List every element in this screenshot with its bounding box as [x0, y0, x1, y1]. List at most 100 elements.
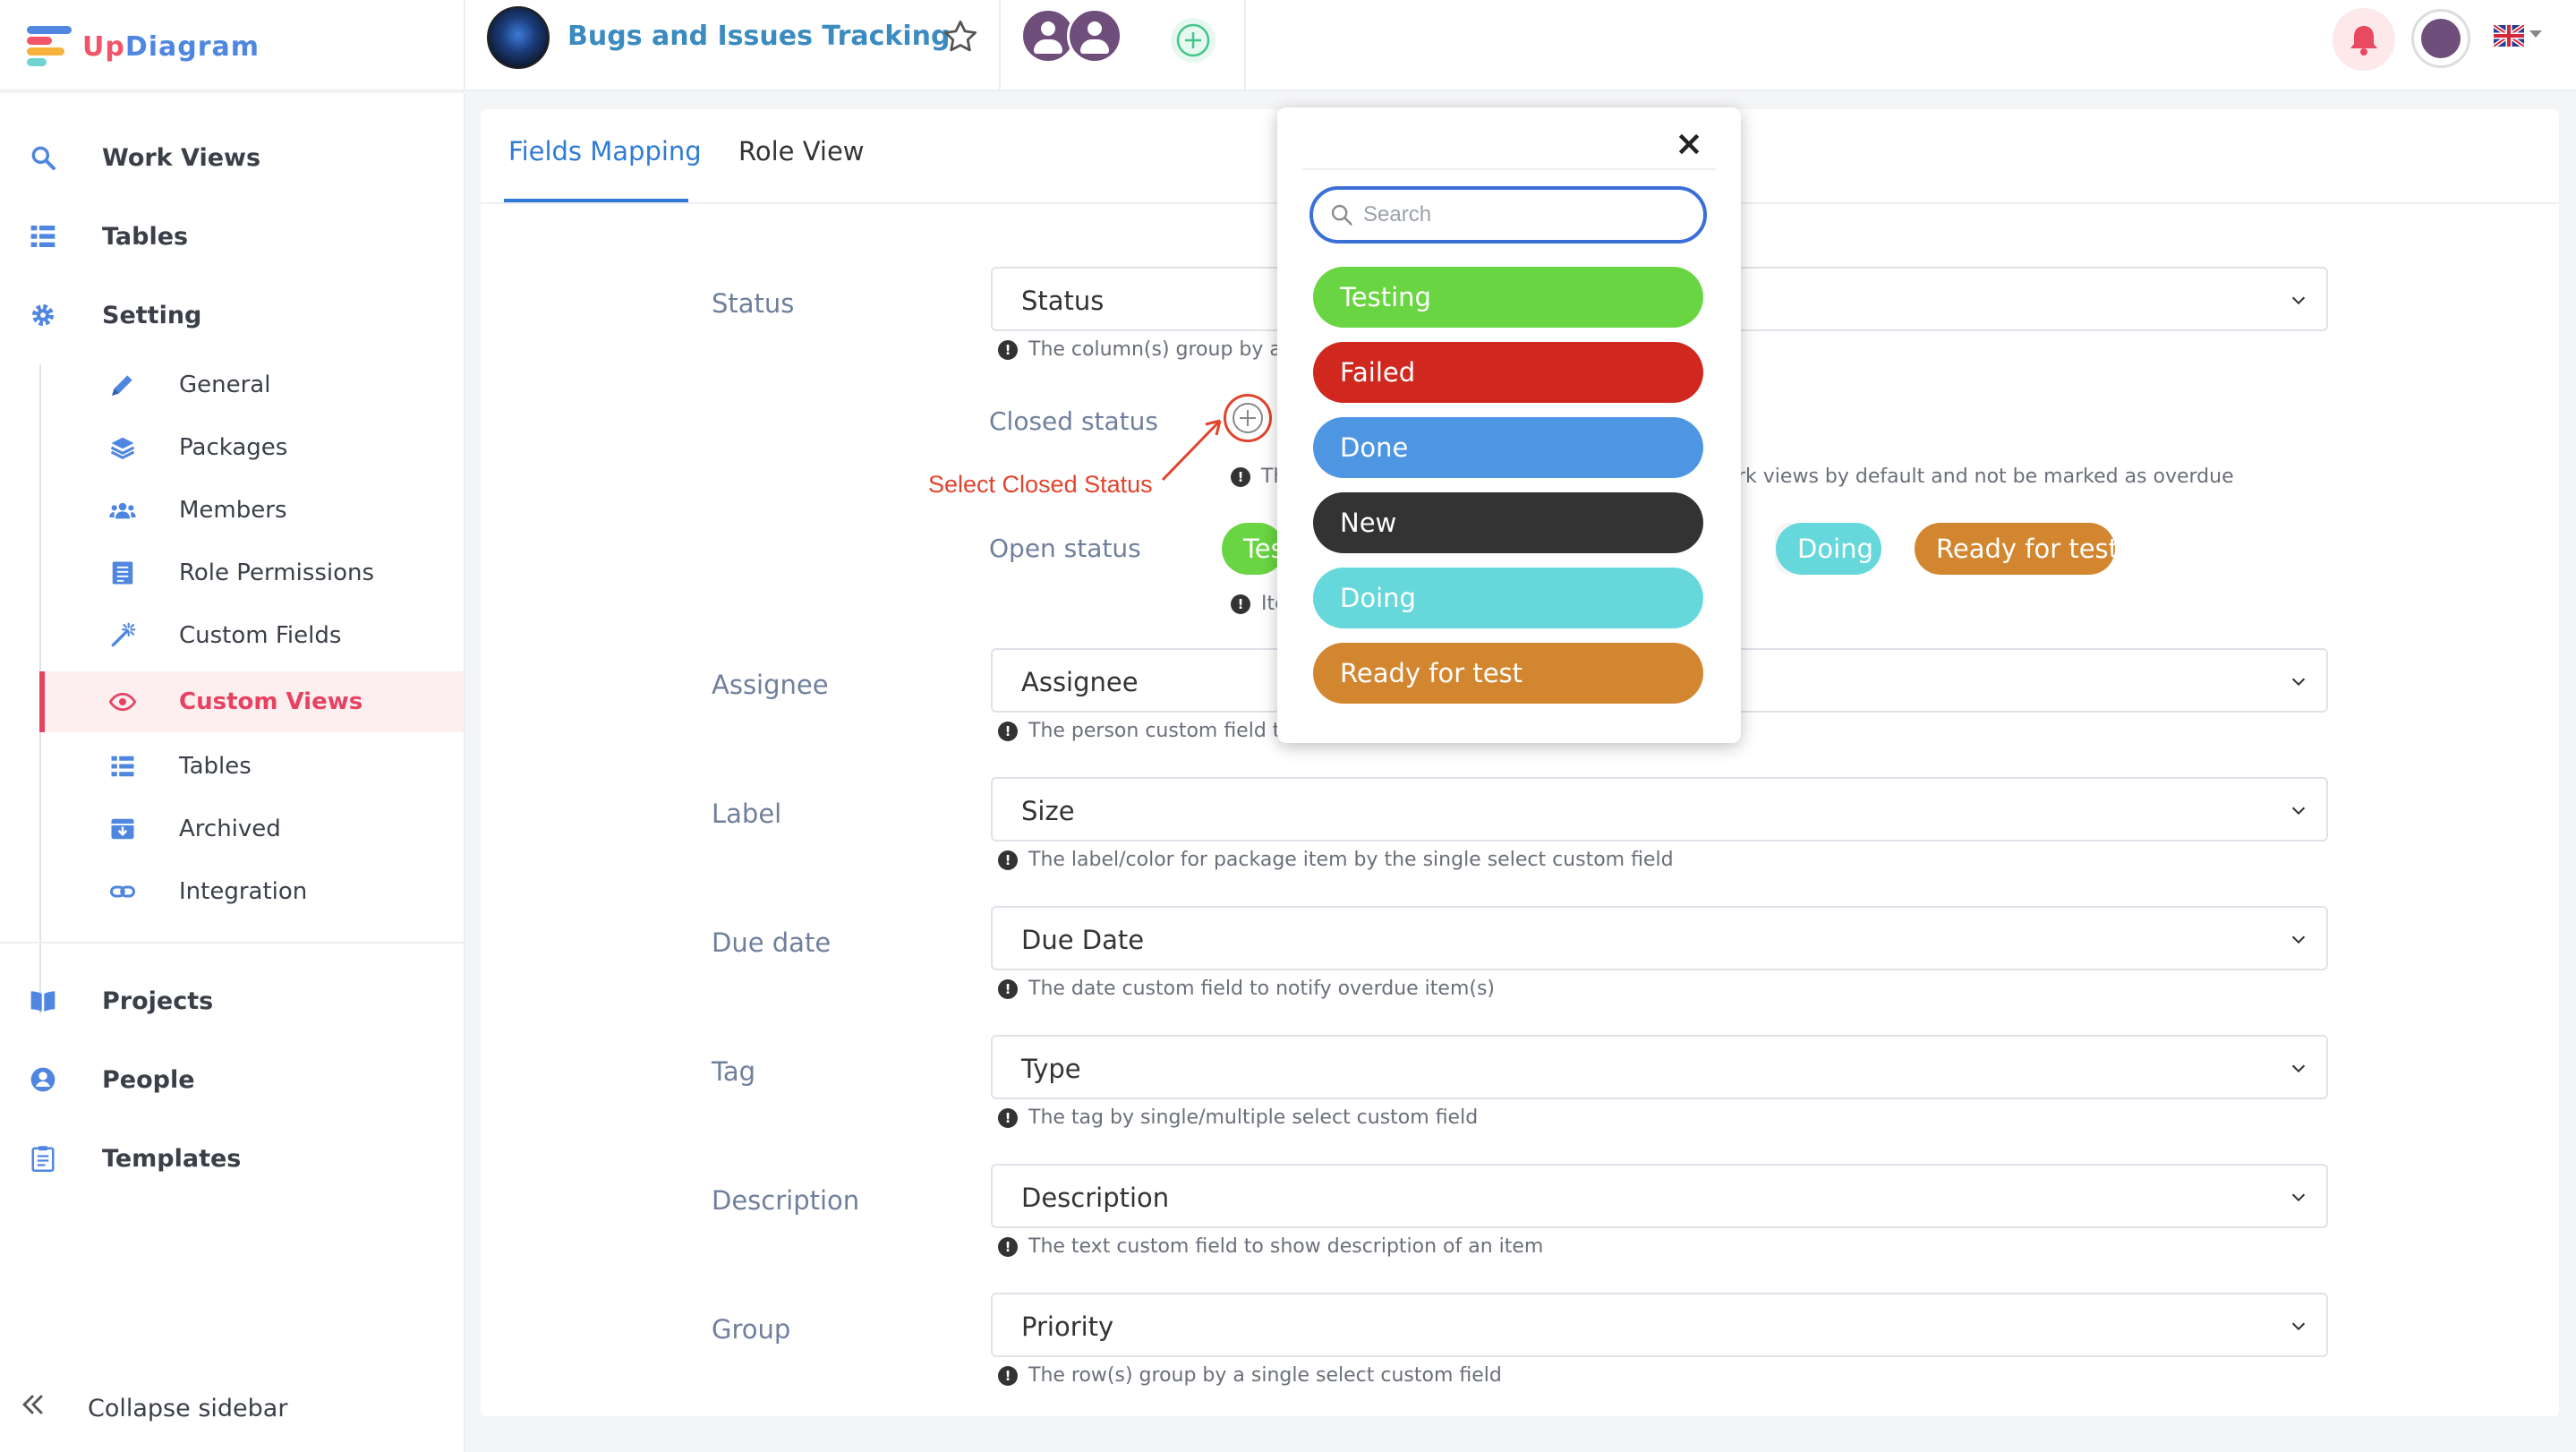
info-exclamation-icon: !	[998, 721, 1018, 741]
sidebar-item-templates[interactable]: Templates	[0, 1126, 464, 1191]
assignee-hint-text: The person custom field to s	[1028, 720, 1309, 742]
chevron-down-icon	[2291, 1064, 2306, 1073]
due-date-select[interactable]: Due Date	[991, 906, 2328, 970]
search-input[interactable]	[1363, 199, 1685, 231]
tab-fields-mapping[interactable]: Fields Mapping	[508, 136, 702, 167]
group-select[interactable]: Priority	[991, 1293, 2328, 1357]
search-icon	[1331, 204, 1352, 226]
due-date-label: Due date	[712, 927, 832, 958]
sidebar-subitem-general[interactable]: General	[41, 354, 464, 415]
language-flag-icon[interactable]	[2494, 25, 2524, 47]
status-option-new[interactable]: New	[1313, 492, 1703, 553]
assignee-select-value: Assignee	[1021, 667, 1139, 697]
closed-status-hint-suffix: rk views by default and not be marked as…	[1737, 465, 2234, 488]
project-avatar[interactable]	[487, 6, 550, 69]
collapse-sidebar-button[interactable]: Collapse sidebar	[0, 1377, 464, 1439]
tag-select[interactable]: Type	[991, 1035, 2328, 1099]
select-closed-status-annotation: Select Closed Status	[928, 471, 1153, 498]
sidebar-subitem-label: Role Permissions	[179, 559, 375, 586]
description-select[interactable]: Description	[991, 1164, 2328, 1228]
annotation-arrow-icon	[1161, 419, 1222, 482]
status-option-ready-for-test[interactable]: Ready for test	[1313, 643, 1703, 704]
close-icon[interactable]: ×	[1675, 124, 1703, 163]
open-status-chip-doing[interactable]: Doing	[1776, 523, 1881, 575]
user-avatar[interactable]	[2411, 9, 2470, 68]
chevron-down-icon	[2291, 807, 2306, 816]
sidebar-item-setting[interactable]: Setting	[0, 283, 464, 347]
tab-role-view[interactable]: Role View	[738, 136, 865, 167]
member-avatar[interactable]	[1067, 8, 1122, 64]
search-icon	[27, 141, 59, 174]
layers-icon	[107, 432, 138, 463]
open-status-chip-ready-for-test[interactable]: Ready for test	[1915, 523, 2115, 575]
sidebar-subitem-tables[interactable]: Tables	[41, 736, 464, 797]
sidebar-item-work-views[interactable]: Work Views	[0, 125, 464, 190]
add-member-button[interactable]	[1171, 18, 1215, 63]
group-hint-text: The row(s) group by a single select cust…	[1028, 1364, 1502, 1387]
status-option-testing[interactable]: Testing	[1313, 267, 1703, 328]
sidebar-item-projects[interactable]: Projects	[0, 969, 464, 1033]
sidebar-item-tables[interactable]: Tables	[0, 204, 464, 269]
users-icon	[107, 495, 138, 525]
logo-mark-icon	[27, 26, 73, 67]
topbar-divider	[1244, 0, 1246, 91]
app-logo[interactable]: UpDiagram	[27, 20, 260, 73]
app-name-suffix: Diagram	[124, 30, 260, 63]
notification-bell-icon[interactable]	[2333, 8, 2395, 71]
sidebar-subitem-custom-views[interactable]: Custom Views	[39, 671, 464, 732]
sidebar-item-label: Tables	[102, 222, 189, 251]
closed-status-popover: × Testing Failed Done New Doing Ready fo…	[1277, 107, 1741, 743]
clipboard-icon	[27, 1142, 59, 1174]
label-hint-text: The label/color for package item by the …	[1028, 849, 1674, 871]
popover-search-box[interactable]	[1309, 186, 1707, 243]
project-title[interactable]: Bugs and Issues Tracking	[567, 21, 951, 52]
project-members[interactable]	[1020, 8, 1131, 67]
status-hint: ! The column(s) group by a si	[998, 338, 1303, 361]
add-closed-status-button[interactable]	[1224, 394, 1272, 442]
sidebar-divider	[0, 942, 464, 944]
status-select-value: Status	[1021, 286, 1105, 316]
status-option-failed[interactable]: Failed	[1313, 342, 1703, 403]
sidebar-subitem-custom-fields[interactable]: Custom Fields	[41, 605, 464, 666]
due-date-select-value: Due Date	[1021, 925, 1145, 955]
status-hint-text: The column(s) group by a si	[1028, 338, 1304, 361]
sidebar-item-label: People	[102, 1065, 195, 1094]
info-exclamation-icon: !	[998, 1365, 1018, 1386]
person-icon	[27, 1063, 59, 1096]
double-chevron-left-icon	[18, 1389, 48, 1428]
sidebar-subitem-integration[interactable]: Integration	[41, 861, 464, 922]
info-exclamation-icon: !	[1231, 466, 1250, 487]
info-exclamation-icon: !	[998, 1107, 1018, 1128]
sidebar-item-label: Work Views	[102, 143, 261, 172]
pencil-icon	[107, 370, 138, 400]
sidebar-item-label: Projects	[102, 987, 214, 1015]
topbar-divider	[999, 0, 1001, 91]
status-option-doing[interactable]: Doing	[1313, 568, 1703, 628]
status-option-done[interactable]: Done	[1313, 417, 1703, 478]
list-icon	[107, 751, 138, 782]
chevron-down-icon	[2291, 1322, 2306, 1331]
sidebar-subitem-label: Custom Fields	[179, 622, 342, 649]
label-select[interactable]: Size	[991, 777, 2328, 841]
group-hint: ! The row(s) group by a single select cu…	[998, 1364, 1502, 1387]
gear-icon	[27, 299, 59, 331]
assignee-label: Assignee	[712, 670, 829, 700]
sidebar-item-people[interactable]: People	[0, 1047, 464, 1112]
sidebar-subitem-archived[interactable]: Archived	[41, 799, 464, 859]
language-caret-icon[interactable]	[2529, 30, 2542, 38]
tag-hint: ! The tag by single/multiple select cust…	[998, 1106, 1478, 1129]
favorite-star-icon[interactable]	[942, 18, 979, 56]
member-avatar[interactable]	[1020, 8, 1076, 64]
description-label: Description	[712, 1185, 860, 1216]
sidebar-subitem-role-permissions[interactable]: Role Permissions	[41, 542, 464, 603]
eye-icon	[107, 687, 138, 717]
sidebar-subitem-packages[interactable]: Packages	[41, 417, 464, 478]
link-icon	[107, 876, 138, 907]
description-select-value: Description	[1021, 1183, 1170, 1213]
sidebar-subitem-label: Members	[179, 497, 287, 524]
topbar-divider	[464, 0, 465, 91]
label-field-label: Label	[712, 799, 782, 829]
archive-box-icon	[107, 814, 138, 844]
open-status-chip-testing[interactable]: Tes	[1222, 523, 1284, 575]
sidebar-subitem-members[interactable]: Members	[41, 480, 464, 541]
